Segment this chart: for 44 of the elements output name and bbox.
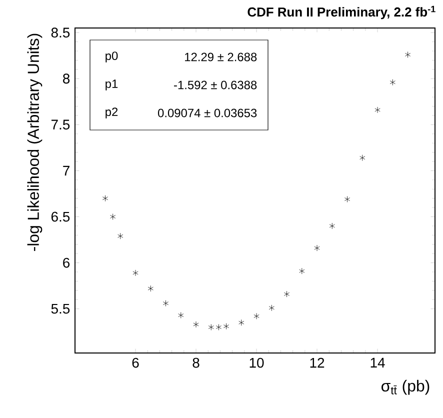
point <box>132 270 138 276</box>
point <box>208 324 214 330</box>
annotation: -1.592 ± 0.6388 <box>174 80 257 90</box>
point <box>238 319 244 326</box>
point <box>268 304 274 312</box>
point <box>314 244 320 252</box>
y-tick-label: 8.5 <box>51 28 70 38</box>
point <box>162 300 169 306</box>
annotation: 12.29 ± 2.688 <box>185 52 257 62</box>
annotation: 0.09074 ± 0.03653 <box>158 108 257 118</box>
point <box>390 79 396 86</box>
x-axis-title: σ$_{tt̄}$ (pb) <box>382 380 430 395</box>
point <box>374 106 380 114</box>
y-tick-label: 6.5 <box>51 212 70 222</box>
y-axis-title: -log Likelihood (Arbitrary Units) <box>27 34 42 251</box>
point <box>360 154 366 161</box>
point <box>404 52 411 58</box>
point <box>193 321 199 328</box>
x-tick-label: 12 <box>310 358 324 368</box>
x-tick-label: 8 <box>192 358 200 368</box>
x-tick-label: 10 <box>250 358 264 368</box>
point <box>284 290 290 298</box>
annotation: p0 <box>106 52 118 62</box>
y-tick-label: 7.5 <box>51 120 70 130</box>
chart-title: CDF Run II Preliminary, 2.2 fb$^{-1}$ <box>248 6 436 20</box>
point <box>118 232 124 240</box>
point <box>216 324 222 330</box>
annotation: p1 <box>106 80 118 90</box>
point <box>329 222 335 230</box>
point <box>148 285 154 292</box>
y-tick-label: 5.5 <box>51 304 70 314</box>
point <box>223 323 230 330</box>
point <box>344 196 350 202</box>
point <box>178 312 184 318</box>
y-tick-label: 6 <box>63 258 70 268</box>
x-tick-label: 14 <box>370 358 385 368</box>
x-tick-label: 6 <box>132 358 139 368</box>
annotation: p2 <box>106 108 118 118</box>
y-tick-label: 8 <box>63 74 70 84</box>
point <box>102 195 108 202</box>
point <box>110 214 116 220</box>
point <box>254 312 260 320</box>
y-tick-label: 7 <box>63 166 70 176</box>
point <box>299 268 305 274</box>
